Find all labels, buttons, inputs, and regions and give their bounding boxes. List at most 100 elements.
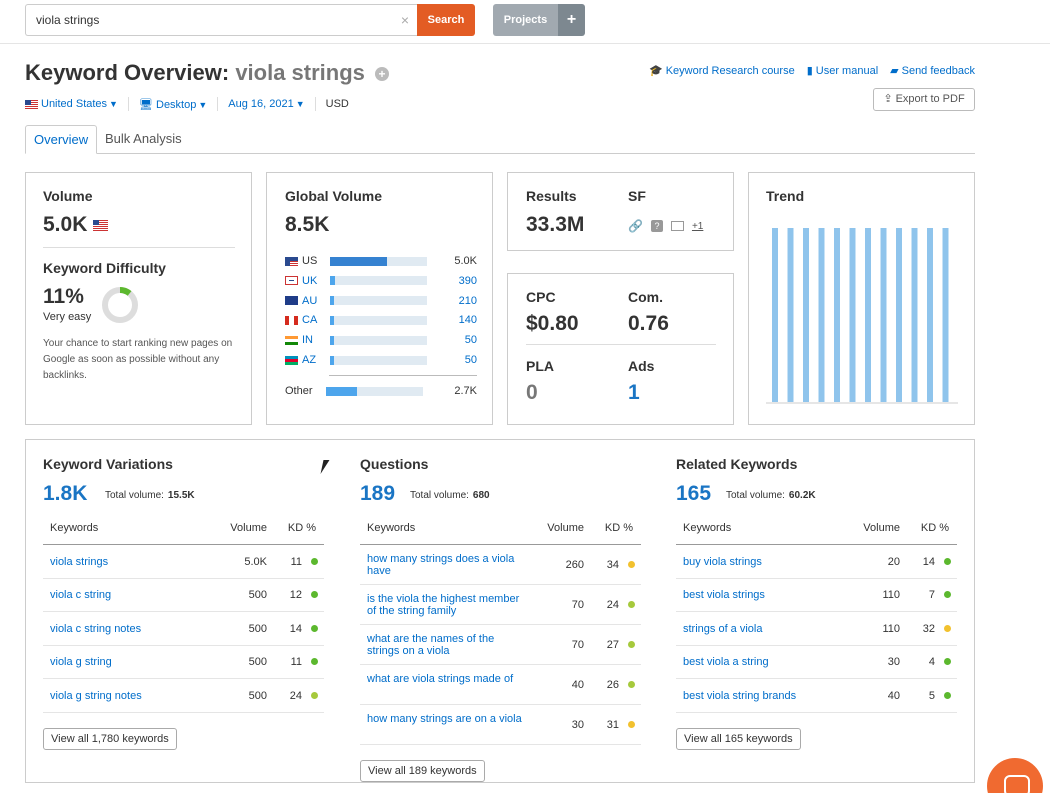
- keyword-volume: 500: [248, 689, 267, 702]
- gv-country-code: IN: [302, 334, 313, 347]
- trend-bar: [787, 228, 794, 402]
- chevron-down-icon: ▼: [295, 99, 305, 109]
- keyword-link[interactable]: is the viola the highest member of the s…: [367, 593, 520, 617]
- keyword-link[interactable]: what are viola strings made of: [367, 673, 514, 685]
- gv-row-ca[interactable]: CA 140: [285, 313, 477, 327]
- view-all-button[interactable]: View all 1,780 keywords: [43, 727, 177, 750]
- send-feedback-link[interactable]: ▰ Send feedback: [890, 65, 975, 77]
- search-input-value: viola strings: [36, 13, 100, 27]
- ads-value: 1: [628, 381, 640, 404]
- gv-bar-fill: [330, 296, 334, 306]
- gv-row-in[interactable]: IN 50: [285, 333, 477, 347]
- table-row: best viola a string 30 4: [676, 646, 957, 679]
- image-icon[interactable]: [670, 221, 684, 231]
- keyword-volume: 110: [882, 622, 900, 635]
- keyword-kd: 31: [606, 719, 619, 731]
- keyword-link[interactable]: viola strings: [50, 555, 109, 568]
- tab-bulk-analysis[interactable]: Bulk Analysis: [105, 131, 182, 146]
- divider: [314, 97, 316, 111]
- country-filter[interactable]: United States ▼: [25, 98, 118, 110]
- user-manual-link[interactable]: ▮ User manual: [806, 65, 879, 77]
- gv-bar: [330, 276, 427, 286]
- search-button[interactable]: Search: [417, 4, 475, 36]
- divider: [329, 375, 477, 376]
- clear-icon[interactable]: ×: [400, 12, 409, 28]
- sf-more[interactable]: +1: [691, 220, 704, 232]
- question-icon[interactable]: ?: [650, 220, 663, 232]
- projects-button[interactable]: Projects: [493, 4, 558, 36]
- keyword-link[interactable]: best viola strings: [683, 589, 765, 602]
- tab-overview[interactable]: Overview: [25, 125, 98, 154]
- com-value: 0.76: [628, 312, 669, 335]
- trend-bar: [772, 228, 778, 402]
- device-filter[interactable]: 🖥 Desktop ▼: [138, 98, 208, 111]
- keyword-link[interactable]: viola c string notes: [50, 622, 142, 635]
- gv-bar: [330, 256, 427, 266]
- keyword-link[interactable]: strings of a viola: [683, 622, 763, 635]
- kd-indicator-dot: [311, 557, 318, 565]
- section-count[interactable]: 189: [360, 482, 396, 505]
- kd-indicator-dot: [944, 658, 951, 666]
- keyword-kd: 4: [928, 656, 935, 669]
- pla-title: PLA: [526, 358, 554, 374]
- keyword-link[interactable]: best viola a string: [683, 656, 769, 669]
- add-plus-icon[interactable]: +: [375, 67, 390, 82]
- chat-icon[interactable]: [987, 758, 1043, 793]
- date-filter[interactable]: Aug 16, 2021 ▼: [228, 98, 305, 110]
- kd-indicator-dot: [628, 721, 635, 728]
- kd-donut-track: [102, 287, 138, 323]
- gv-bar-fill: [330, 355, 334, 365]
- gv-row-au[interactable]: AU 210: [285, 294, 477, 308]
- gv-row-uk[interactable]: UK 390: [285, 274, 477, 288]
- uk-flag-icon: [285, 276, 298, 286]
- header-links: 🎓 Keyword Research course ▮ User manual ▰ S…: [649, 64, 975, 77]
- gv-country-code: CA: [302, 314, 318, 327]
- table-row: what are the names of the strings on a v…: [360, 625, 641, 665]
- serp-features: 🔗 ? +1: [628, 219, 703, 233]
- section-count[interactable]: 1.8K: [43, 482, 88, 505]
- au-flag-icon: [285, 296, 298, 306]
- trend-chart: [766, 228, 958, 404]
- volume-value: 5.0K: [43, 213, 111, 237]
- tab-bar: Overview Bulk Analysis: [25, 125, 975, 154]
- gv-row-us[interactable]: US 5.0K: [285, 254, 477, 268]
- trend-bar: [803, 228, 809, 402]
- add-project-button[interactable]: +: [558, 4, 585, 36]
- keyword-link[interactable]: what are the names of the strings on a v…: [367, 633, 495, 657]
- keyword-ideas-panel: Keyword Variations 1.8K Total volume: 15.5K…: [25, 439, 975, 783]
- kd-indicator-dot: [311, 591, 318, 599]
- search-input[interactable]: viola strings ×: [25, 4, 417, 36]
- keyword-research-course-link[interactable]: 🎓 Keyword Research course: [649, 65, 795, 77]
- keyword-link[interactable]: viola c string: [50, 589, 112, 602]
- export-pdf-button[interactable]: ⇪ Export to PDF: [873, 88, 975, 111]
- page-title: Keyword Overview: viola strings +: [25, 60, 390, 86]
- us-flag-icon: [93, 219, 109, 231]
- keyword-link[interactable]: best viola string brands: [683, 689, 797, 702]
- keyword-link[interactable]: how many strings are on a viola: [367, 713, 522, 725]
- divider: [526, 344, 716, 345]
- keyword-link[interactable]: viola g string notes: [50, 689, 142, 702]
- filters-bar: United States ▼ 🖥 Desktop ▼ Aug 16, 2021 ▼ …: [25, 97, 349, 111]
- keyword-volume: 70: [571, 599, 584, 611]
- keyword-kd: 34: [606, 559, 619, 571]
- kd-indicator-dot: [628, 681, 635, 688]
- section-count[interactable]: 165: [676, 482, 712, 505]
- table-row: viola g string 500 11: [43, 646, 324, 679]
- keyword-kd: 5: [928, 689, 935, 702]
- keyword-link[interactable]: buy viola strings: [683, 555, 762, 568]
- trend-title: Trend: [766, 188, 805, 204]
- gv-row-az[interactable]: AZ 50: [285, 353, 477, 367]
- table-row: viola c string notes 500 14: [43, 612, 324, 646]
- keyword-volume: 110: [882, 589, 900, 602]
- link-icon[interactable]: 🔗: [628, 219, 643, 233]
- view-all-button[interactable]: View all 165 keywords: [676, 727, 801, 750]
- view-all-button[interactable]: View all 189 keywords: [360, 760, 485, 782]
- table-row: buy viola strings 20 14: [676, 545, 957, 579]
- chevron-down-icon: ▼: [109, 99, 118, 109]
- table-header: Keywords Volume KD %: [676, 518, 957, 545]
- keyword-link[interactable]: viola g string: [50, 656, 112, 669]
- keyword-link[interactable]: how many strings does a viola have: [367, 553, 515, 577]
- keyword-kd: 27: [606, 639, 619, 651]
- com-title: Com.: [628, 289, 663, 305]
- kd-donut-fill: [102, 287, 138, 323]
